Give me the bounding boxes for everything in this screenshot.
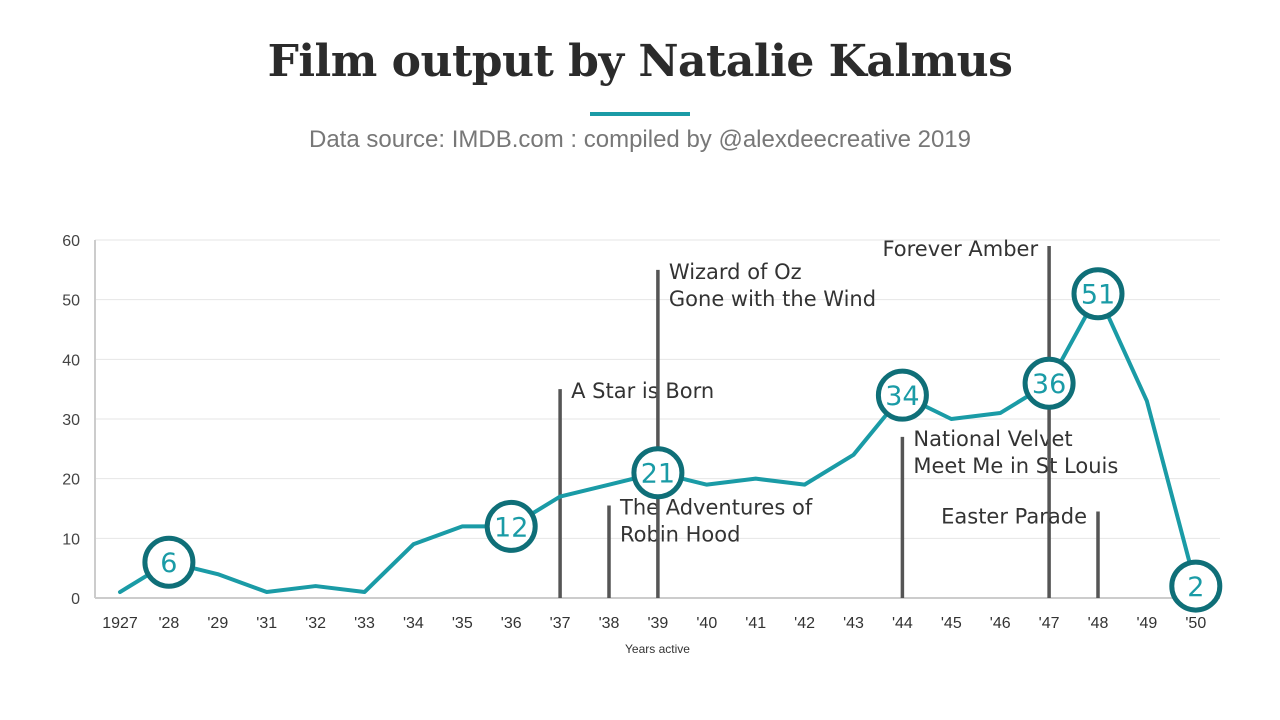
- data-label: 2: [1187, 572, 1204, 603]
- x-tick-label: '37: [550, 615, 571, 632]
- x-tick-label: '47: [1039, 615, 1060, 632]
- chart-subtitle: Data source: IMDB.com : compiled by @ale…: [308, 126, 971, 153]
- x-tick-label: '46: [990, 615, 1011, 632]
- x-tick-label: '36: [501, 615, 522, 632]
- x-tick-label: '49: [1136, 615, 1157, 632]
- annotation-label: National Velvet: [913, 427, 1072, 451]
- x-tick-label: '43: [843, 615, 864, 632]
- data-point-marker: [1071, 267, 1125, 321]
- x-tick-label: '50: [1185, 615, 1206, 632]
- data-label: 12: [494, 512, 528, 543]
- y-tick-label: 60: [62, 233, 80, 250]
- data-label: 51: [1081, 280, 1115, 311]
- annotation-label: Meet Me in St Louis: [913, 454, 1118, 478]
- annotation-label: Robin Hood: [620, 522, 740, 546]
- x-tick-label: '48: [1088, 615, 1109, 632]
- annotation-label: The Adventures of: [619, 495, 813, 519]
- y-tick-label: 40: [62, 352, 80, 369]
- y-tick-label: 10: [62, 531, 80, 548]
- x-tick-label: '33: [354, 615, 375, 632]
- x-tick-label: '42: [794, 615, 815, 632]
- y-tick-label: 30: [62, 412, 80, 429]
- data-label: 36: [1032, 369, 1066, 400]
- x-tick-label: '28: [158, 615, 179, 632]
- y-tick-label: 50: [62, 293, 80, 310]
- data-point-marker: [1169, 559, 1223, 613]
- x-tick-label: '31: [256, 615, 277, 632]
- x-tick-label: '45: [941, 615, 962, 632]
- annotation-label: A Star is Born: [571, 379, 714, 403]
- title-underline: [590, 112, 690, 116]
- annotation-label: Forever Amber: [882, 237, 1038, 261]
- y-tick-label: 20: [62, 472, 80, 489]
- data-point-marker: [631, 446, 685, 500]
- data-point-marker: [484, 499, 538, 553]
- x-tick-label: '44: [892, 615, 913, 632]
- data-label: 21: [641, 459, 675, 490]
- annotation-label: Easter Parade: [941, 504, 1087, 528]
- annotation-label: Wizard of Oz: [669, 260, 802, 284]
- data-point-marker: [875, 368, 929, 422]
- x-tick-label: '35: [452, 615, 473, 632]
- x-tick-label: '40: [696, 615, 717, 632]
- x-tick-label: '34: [403, 615, 424, 632]
- data-point-marker: [142, 535, 196, 589]
- chart-title: Film output by Natalie Kalmus: [267, 36, 1013, 87]
- x-tick-label: '41: [745, 615, 766, 632]
- data-point-marker: [1022, 356, 1076, 410]
- x-tick-label: '32: [305, 615, 326, 632]
- x-tick-label: '29: [207, 615, 228, 632]
- annotation-label: Gone with the Wind: [669, 287, 876, 311]
- x-tick-label: 1927: [102, 615, 138, 632]
- data-label: 34: [885, 381, 919, 412]
- x-tick-label: '38: [599, 615, 620, 632]
- x-axis-label: Years active: [625, 642, 690, 656]
- y-tick-label: 0: [71, 591, 80, 608]
- x-tick-label: '39: [647, 615, 668, 632]
- data-label: 6: [160, 548, 177, 579]
